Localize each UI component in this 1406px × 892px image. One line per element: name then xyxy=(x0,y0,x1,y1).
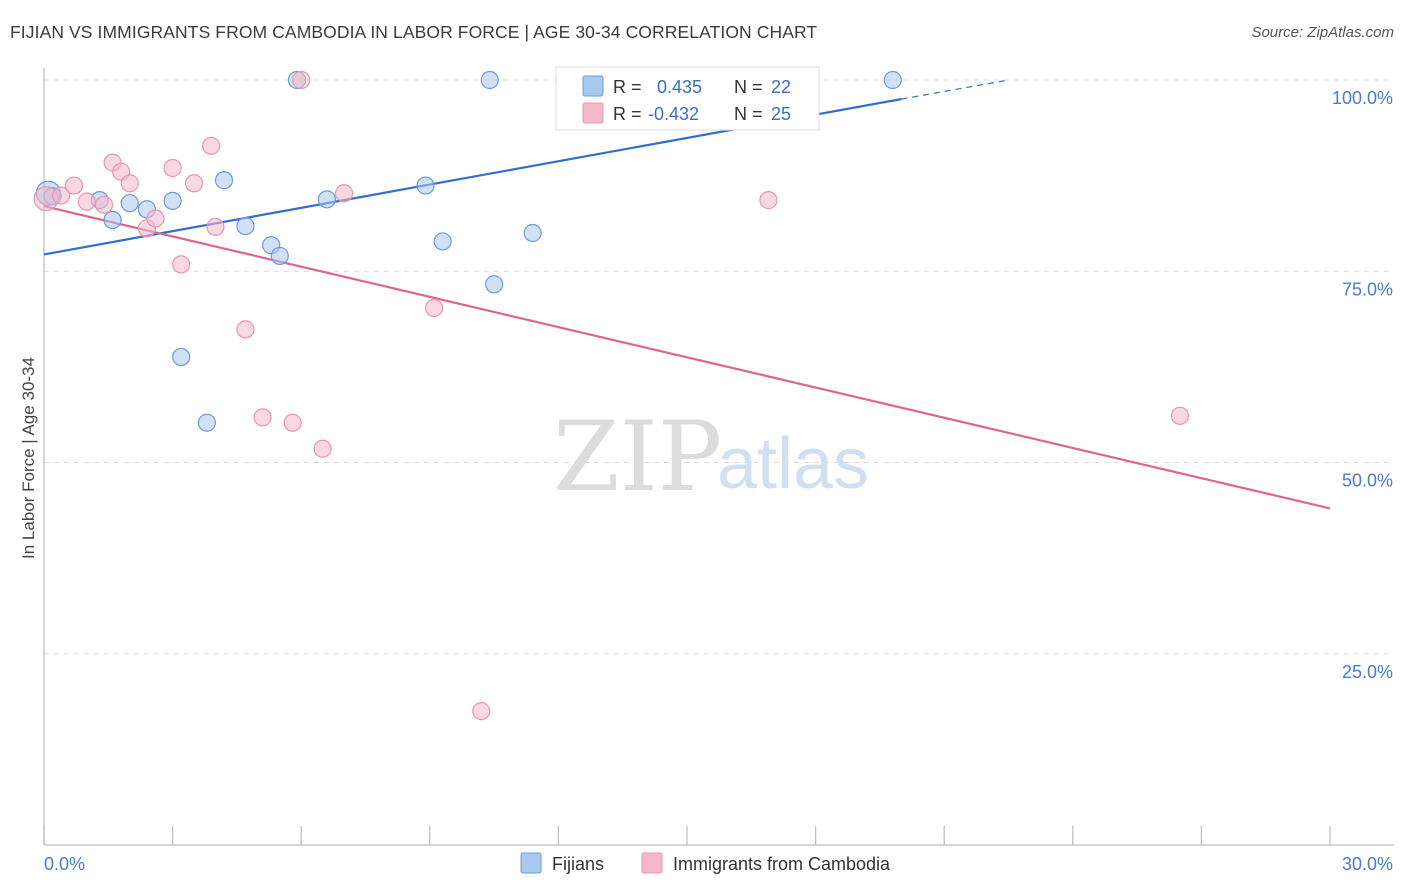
y-tick-label: 75.0% xyxy=(1342,279,1393,299)
point-cambodia xyxy=(120,174,139,193)
point-cambodia xyxy=(77,192,96,211)
point-fijians xyxy=(480,70,499,90)
point-cambodia xyxy=(206,217,225,236)
point-fijians xyxy=(163,191,182,210)
point-cambodia xyxy=(283,413,302,432)
stats-r-value-cambodia: -0.432 xyxy=(648,104,699,124)
y-axis-title: In Labor Force | Age 30-34 xyxy=(19,357,38,559)
stats-r-value-fijians: 0.435 xyxy=(657,77,702,97)
point-cambodia xyxy=(313,439,332,458)
stats-swatch-fijians xyxy=(582,75,604,97)
x-tick-label: 0.0% xyxy=(44,854,85,874)
point-fijians xyxy=(197,413,216,432)
point-cambodia xyxy=(759,191,778,210)
point-cambodia xyxy=(424,298,444,318)
point-cambodia xyxy=(292,70,311,90)
point-cambodia xyxy=(1170,406,1190,425)
axes xyxy=(43,68,1394,846)
stats-r-label-cambodia: R = xyxy=(613,104,642,124)
legend: Fijians Immigrants from Cambodia xyxy=(520,852,891,874)
point-cambodia xyxy=(64,176,84,195)
watermark-zip: ZIP xyxy=(553,401,722,513)
gridlines xyxy=(44,79,1394,655)
point-cambodia xyxy=(253,408,272,427)
point-cambodia xyxy=(202,136,221,155)
chart-source: Source: ZipAtlas.com xyxy=(1251,24,1394,41)
point-cambodia xyxy=(184,174,204,193)
y-tick-label: 100.0% xyxy=(1332,88,1393,108)
stats-n-label-fijians: N = xyxy=(734,77,763,97)
y-tick-label: 25.0% xyxy=(1342,662,1393,682)
point-cambodia xyxy=(52,186,71,205)
y-tick-label: 50.0% xyxy=(1342,471,1393,491)
point-cambodia xyxy=(146,209,165,228)
point-fijians xyxy=(236,217,255,236)
point-cambodia xyxy=(94,195,114,214)
point-cambodia xyxy=(163,158,182,178)
stats-n-value-fijians: 22 xyxy=(771,77,791,97)
point-cambodia xyxy=(172,255,191,274)
legend-swatch-fijians xyxy=(520,852,542,874)
point-fijians xyxy=(270,246,289,266)
point-fijians xyxy=(485,275,504,294)
stats-n-value-cambodia: 25 xyxy=(771,104,791,124)
point-fijians xyxy=(103,210,122,230)
point-cambodia xyxy=(472,702,491,721)
point-fijians xyxy=(416,176,435,195)
chart-title: FIJIAN VS IMMIGRANTS FROM CAMBODIA IN LA… xyxy=(10,22,818,42)
watermark: ZIP atlas xyxy=(553,401,869,513)
point-fijians xyxy=(433,232,452,251)
watermark-atlas: atlas xyxy=(717,424,869,504)
point-fijians xyxy=(214,171,234,190)
point-fijians xyxy=(317,190,337,209)
legend-label-fijians: Fijians xyxy=(552,854,604,874)
trendline-extension-fijians xyxy=(901,79,1009,100)
stats-n-label-cambodia: N = xyxy=(734,104,763,124)
stats-r-label-fijians: R = xyxy=(613,77,642,97)
stats-swatch-cambodia xyxy=(582,102,604,124)
data-points xyxy=(33,70,1190,721)
legend-swatch-cambodia xyxy=(641,852,663,874)
trendline-cambodia xyxy=(43,205,1331,510)
legend-label-cambodia: Immigrants from Cambodia xyxy=(673,854,891,874)
point-fijians xyxy=(523,223,542,243)
point-cambodia xyxy=(334,184,354,203)
x-tick-label: 30.0% xyxy=(1342,854,1393,874)
point-cambodia xyxy=(236,320,255,339)
point-fijians xyxy=(120,194,139,213)
tick-labels: 100.0% 75.0% 50.0% 25.0% 0.0% 30.0% xyxy=(44,88,1393,874)
stats-box: R = 0.435 N = 22 R = -0.432 N = 25 xyxy=(555,66,820,131)
point-fijians xyxy=(883,70,902,90)
point-fijians xyxy=(172,347,191,367)
